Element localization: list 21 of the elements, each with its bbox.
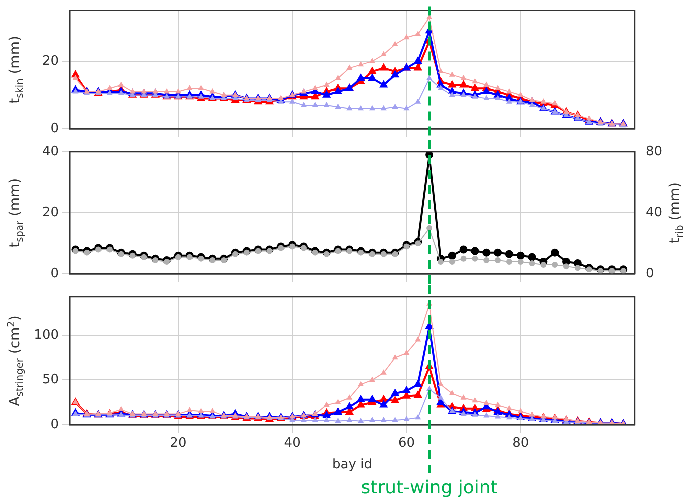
y-tick-label: 20 [42, 205, 59, 220]
y-axis-title: tskin (mm) [8, 36, 26, 104]
y2-tick-label: 40 [646, 205, 663, 220]
ref-line-label: strut-wing joint [361, 478, 498, 499]
x-tick-label: 60 [398, 436, 415, 452]
x-tick-label: 80 [512, 436, 530, 452]
y-tick-label: 0 [50, 417, 59, 432]
y2-tick-label: 80 [646, 144, 663, 160]
y-tick-label: 40 [42, 144, 59, 160]
y-tick-label: 0 [50, 122, 59, 137]
y-tick-label: 100 [34, 328, 59, 343]
x-tick-label: 40 [284, 436, 301, 452]
x-tick-label: 20 [170, 436, 187, 452]
y-tick-label: 50 [42, 372, 59, 388]
y-tick-label: 20 [42, 54, 59, 69]
y2-axis-title: trib (mm) [668, 182, 686, 244]
y-axis-title: Astringer (cm2) [6, 316, 26, 406]
y-tick-label: 0 [50, 266, 59, 282]
y2-tick-label: 0 [646, 266, 654, 282]
y-axis-title: tspar (mm) [8, 178, 26, 248]
x-axis-title: bay id [332, 457, 372, 472]
